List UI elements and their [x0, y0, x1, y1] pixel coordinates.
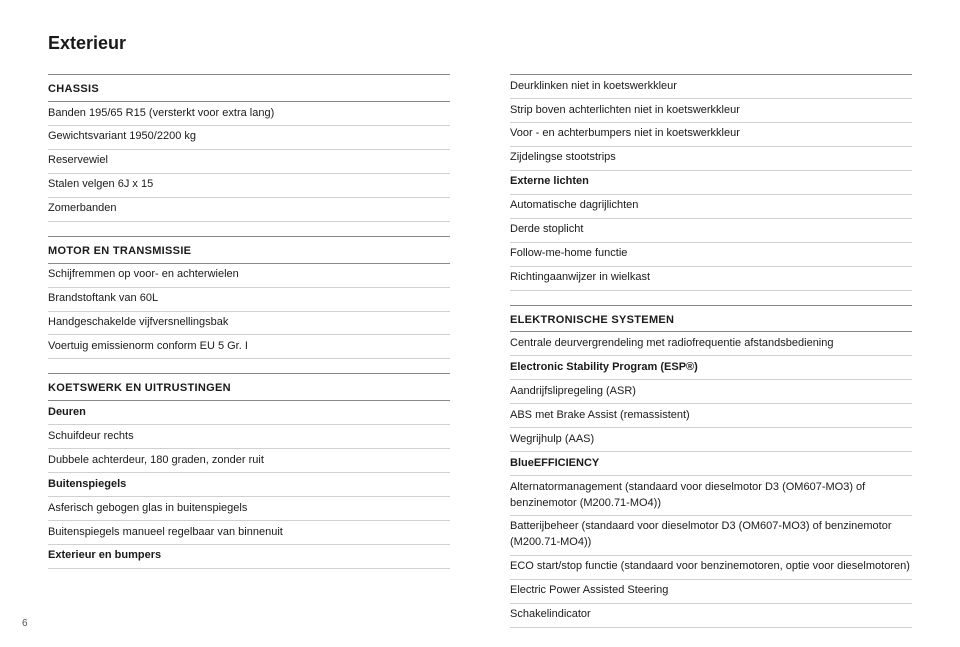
section-header-koetswerk: KOETSWERK EN UITRUSTINGEN: [48, 373, 450, 401]
spec-row: Zomerbanden: [48, 198, 450, 222]
section-header-motor: MOTOR EN TRANSMISSIE: [48, 236, 450, 264]
spec-row: Asferisch gebogen glas in buitenspiegels: [48, 497, 450, 521]
spec-row: Gewichtsvariant 1950/2200 kg: [48, 126, 450, 150]
spec-row: Electronic Stability Program (ESP®): [510, 356, 912, 380]
spec-row: Buitenspiegels: [48, 473, 450, 497]
spec-row: Deuren: [48, 401, 450, 425]
column-left: CHASSIS Banden 195/65 R15 (versterkt voo…: [48, 74, 450, 628]
spec-row: Richtingaanwijzer in wielkast: [510, 267, 912, 291]
spec-row: Schuifdeur rechts: [48, 425, 450, 449]
spec-row: Buitenspiegels manueel regelbaar van bin…: [48, 521, 450, 545]
spec-row: Zijdelingse stootstrips: [510, 147, 912, 171]
spec-row: Automatische dagrijlichten: [510, 195, 912, 219]
page-title: Exterieur: [48, 30, 912, 56]
column-right: Deurklinken niet in koetswerkkleur Strip…: [510, 74, 912, 628]
spec-row: Follow-me-home functie: [510, 243, 912, 267]
spec-row: Voor - en achterbumpers niet in koetswer…: [510, 123, 912, 147]
section-header-chassis: CHASSIS: [48, 74, 450, 102]
spec-row: ABS met Brake Assist (remassistent): [510, 404, 912, 428]
spec-row: Banden 195/65 R15 (versterkt voor extra …: [48, 102, 450, 126]
spec-row: Centrale deurvergrendeling met radiofreq…: [510, 332, 912, 356]
spec-row: Strip boven achterlichten niet in koetsw…: [510, 99, 912, 123]
spec-row: Reservewiel: [48, 150, 450, 174]
spec-row: Electric Power Assisted Steering: [510, 580, 912, 604]
spec-row: Wegrijhulp (AAS): [510, 428, 912, 452]
spec-row: Schijfremmen op voor- en achterwielen: [48, 264, 450, 288]
spec-row: Dubbele achterdeur, 180 graden, zonder r…: [48, 449, 450, 473]
spec-row: Externe lichten: [510, 171, 912, 195]
spec-row: BlueEFFICIENCY: [510, 452, 912, 476]
spec-row: Voertuig emissienorm conform EU 5 Gr. I: [48, 335, 450, 359]
spec-row: Exterieur en bumpers: [48, 545, 450, 569]
spec-row: Batterijbeheer (standaard voor dieselmot…: [510, 516, 912, 556]
spec-row: ECO start/stop functie (standaard voor b…: [510, 556, 912, 580]
page: Exterieur CHASSIS Banden 195/65 R15 (ver…: [0, 0, 960, 647]
spec-row: Aandrijfslipregeling (ASR): [510, 380, 912, 404]
section-header-elektronische: ELEKTRONISCHE SYSTEMEN: [510, 305, 912, 333]
columns: CHASSIS Banden 195/65 R15 (versterkt voo…: [48, 74, 912, 628]
spec-row: Brandstoftank van 60L: [48, 288, 450, 312]
spec-row: Handgeschakelde vijfversnellingsbak: [48, 312, 450, 336]
page-number: 6: [22, 617, 28, 632]
spec-row: Deurklinken niet in koetswerkkleur: [510, 75, 912, 99]
spec-row: Schakelindicator: [510, 604, 912, 628]
spec-row: Derde stoplicht: [510, 219, 912, 243]
spec-row: Stalen velgen 6J x 15: [48, 174, 450, 198]
spec-row: Alternatormanagement (standaard voor die…: [510, 476, 912, 516]
